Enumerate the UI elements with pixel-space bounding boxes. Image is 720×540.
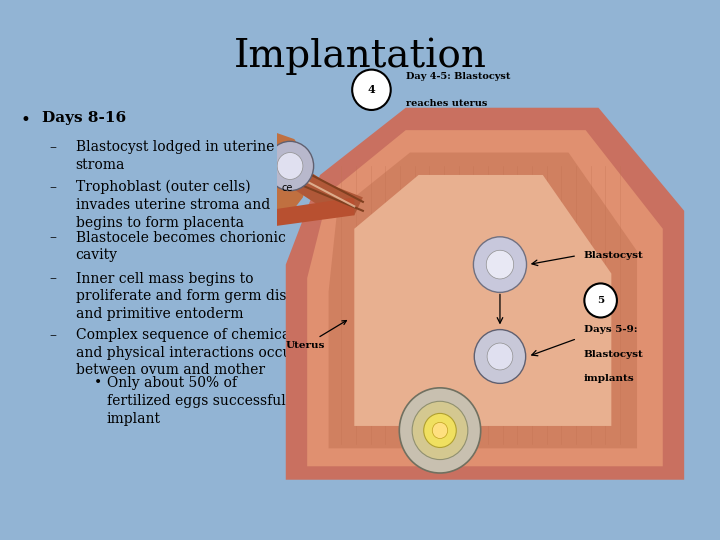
Text: Blastocyst: Blastocyst <box>583 350 643 359</box>
Circle shape <box>474 329 526 383</box>
Text: Inner cell mass begins to
proliferate and form germ disc
and primitive entoderm: Inner cell mass begins to proliferate an… <box>76 272 294 321</box>
Text: –: – <box>49 231 56 245</box>
Circle shape <box>487 343 513 370</box>
Text: Day 4-5: Blastocyst: Day 4-5: Blastocyst <box>406 72 510 81</box>
Circle shape <box>352 70 391 110</box>
Text: Days 8-16: Days 8-16 <box>42 111 126 125</box>
Circle shape <box>585 284 617 318</box>
Circle shape <box>277 153 303 179</box>
Polygon shape <box>256 197 354 229</box>
Text: reaches uterus: reaches uterus <box>406 99 487 108</box>
Text: Blastocyst lodged in uterine
stroma: Blastocyst lodged in uterine stroma <box>76 140 274 172</box>
Text: Trophoblast (outer cells)
invades uterine stroma and
begins to form placenta: Trophoblast (outer cells) invades uterin… <box>76 180 270 230</box>
Text: –: – <box>49 272 56 286</box>
Text: Blastocyst: Blastocyst <box>583 251 643 260</box>
Text: –: – <box>49 180 56 194</box>
Circle shape <box>400 388 481 473</box>
Polygon shape <box>328 152 637 448</box>
Polygon shape <box>354 175 611 426</box>
Text: Implantation: Implantation <box>233 38 487 75</box>
Text: Only about 50% of
fertilized eggs successfully
implant: Only about 50% of fertilized eggs succes… <box>107 376 297 426</box>
Text: Uterus: Uterus <box>286 321 346 350</box>
Text: Blastocele becomes chorionic
cavity: Blastocele becomes chorionic cavity <box>76 231 285 262</box>
Text: ce: ce <box>282 184 293 193</box>
Text: Complex sequence of chemical
and physical interactions occur
between ovum and mo: Complex sequence of chemical and physica… <box>76 328 298 377</box>
Text: 4: 4 <box>368 84 375 95</box>
Circle shape <box>266 141 314 191</box>
Text: •: • <box>20 111 30 129</box>
Text: •: • <box>94 376 102 390</box>
Circle shape <box>412 401 468 460</box>
Polygon shape <box>256 139 363 215</box>
Text: Days 5-9:: Days 5-9: <box>583 325 637 334</box>
Text: –: – <box>49 328 56 342</box>
Circle shape <box>486 250 513 279</box>
Circle shape <box>474 237 526 292</box>
Text: 5: 5 <box>597 296 604 305</box>
Circle shape <box>432 422 448 438</box>
Polygon shape <box>307 130 662 467</box>
Text: implants: implants <box>583 374 634 383</box>
Polygon shape <box>243 130 312 220</box>
Text: –: – <box>49 140 56 154</box>
Polygon shape <box>286 108 684 480</box>
Circle shape <box>423 414 456 448</box>
